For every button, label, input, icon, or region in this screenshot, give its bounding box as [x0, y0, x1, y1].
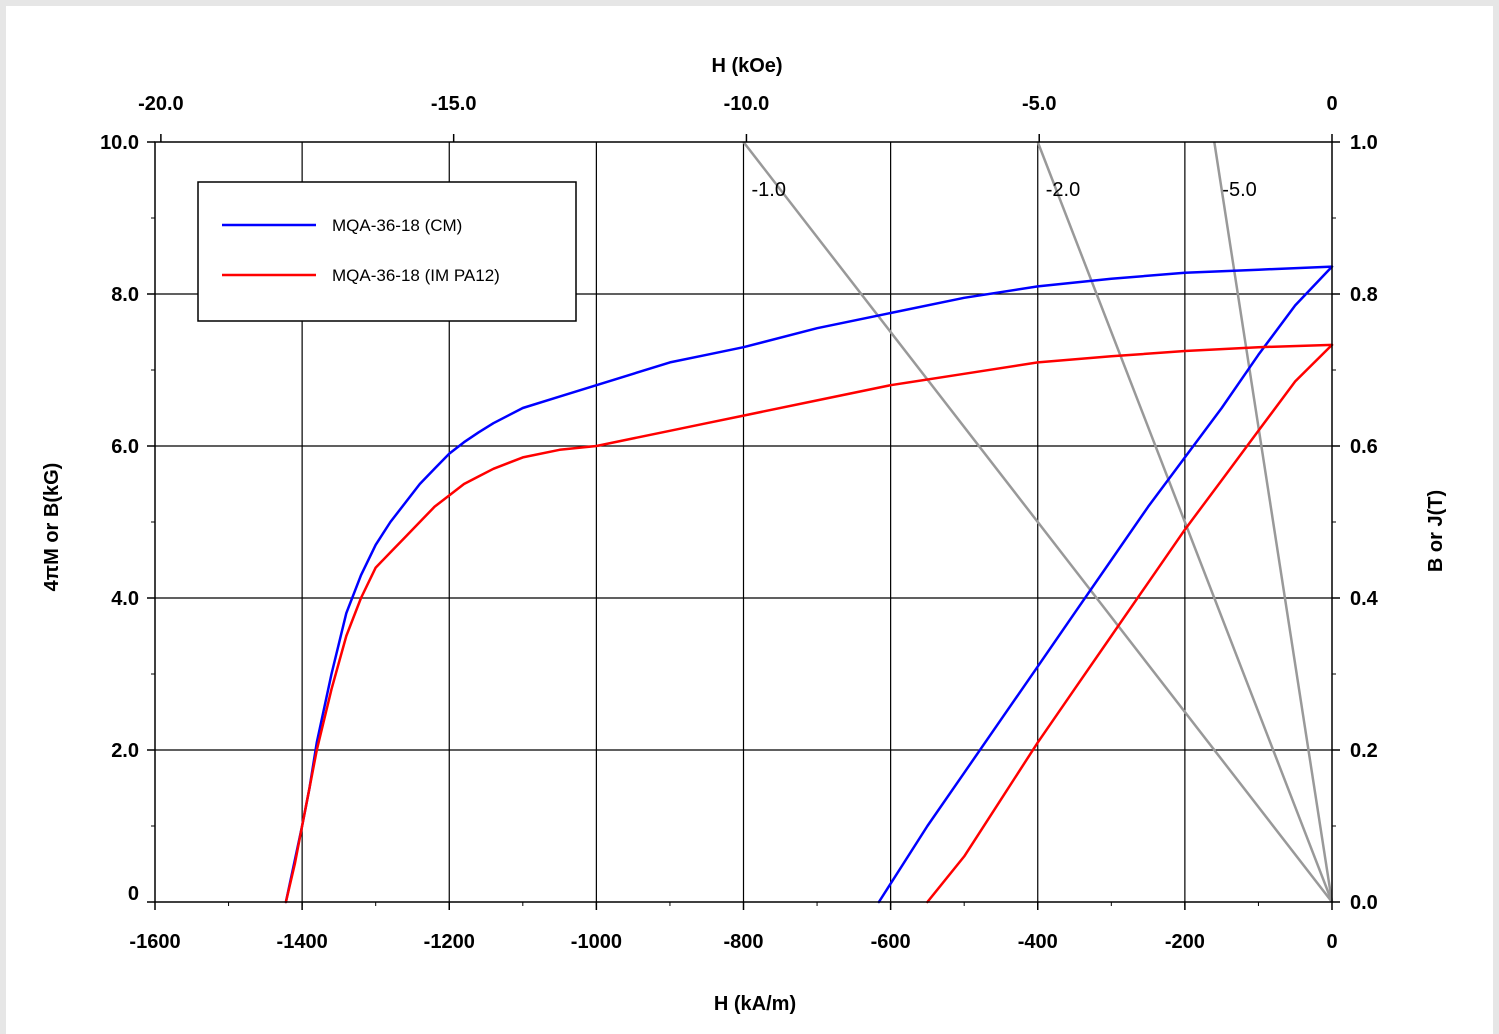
- y-left-tick-label: 6.0: [111, 436, 139, 458]
- top-tick-label: -15.0: [431, 93, 477, 115]
- y-right-tick-label: 0.2: [1350, 740, 1378, 762]
- x-tick-label: -1400: [277, 931, 328, 953]
- y-left-tick-label: 8.0: [111, 284, 139, 306]
- y-left-tick-label: 4.0: [111, 588, 139, 610]
- chart-frame: -1.0 -2.0 -5.0 -1600 -1400 -1200 -1000 -800 -60…: [6, 6, 1493, 1034]
- load-line-label: -2.0: [1046, 179, 1080, 201]
- load-line-label: -1.0: [752, 179, 786, 201]
- top-tick-label: -10.0: [724, 93, 770, 115]
- right-axis-title: B or J(T): [1425, 490, 1447, 572]
- series: [284, 265, 1334, 904]
- legend-label-im: MQA-36-18 (IM PA12): [332, 266, 500, 285]
- series-line: [284, 265, 1334, 904]
- series-line: [877, 265, 1334, 904]
- x-tick-label: -400: [1018, 931, 1058, 953]
- load-line: [1036, 141, 1334, 903]
- top-tick-label: 0: [1326, 93, 1337, 115]
- y-right-tick-label: 1.0: [1350, 132, 1378, 154]
- x-tick-label: -1000: [571, 931, 622, 953]
- x-tick-label: -1200: [424, 931, 475, 953]
- left-axis-title: 4πM or B(kG): [41, 463, 63, 592]
- y-right-tick-label: 0.8: [1350, 284, 1378, 306]
- x-tick-label: -200: [1165, 931, 1205, 953]
- load-line: [742, 141, 1333, 903]
- load-line: [1213, 141, 1334, 903]
- series-line: [284, 343, 1334, 904]
- series-line: [926, 343, 1334, 904]
- y-left-tick-label: 0: [128, 883, 139, 905]
- top-tick-label: -5.0: [1022, 93, 1056, 115]
- y-right-tick-label: 0.0: [1350, 892, 1378, 914]
- x-tick-label: -1600: [129, 931, 180, 953]
- top-axis-title: H (kOe): [711, 55, 782, 77]
- legend-label-cm: MQA-36-18 (CM): [332, 216, 462, 235]
- bottom-axis-title: H (kA/m): [714, 993, 796, 1015]
- load-line-label: -5.0: [1222, 179, 1256, 201]
- plot-border: [154, 141, 1333, 903]
- y-right-tick-label: 0.6: [1350, 436, 1378, 458]
- legend: MQA-36-18 (CM) MQA-36-18 (IM PA12): [197, 181, 577, 322]
- x-tick-label: 0: [1326, 931, 1337, 953]
- load-lines: -1.0 -2.0 -5.0: [742, 141, 1334, 903]
- y-left-tick-label: 2.0: [111, 740, 139, 762]
- axes: -1600 -1400 -1200 -1000 -800 -600 -400 -200 0 0 0.…: [100, 93, 1379, 953]
- y-left-tick-label: 10.0: [100, 132, 139, 154]
- top-tick-label: -20.0: [138, 93, 184, 115]
- x-tick-label: -800: [723, 931, 763, 953]
- bh-curve-chart: -1.0 -2.0 -5.0 -1600 -1400 -1200 -1000 -800 -60…: [41, 55, 1447, 1015]
- y-right-tick-label: 0.4: [1350, 588, 1379, 610]
- x-tick-label: -600: [871, 931, 911, 953]
- legend-box: [197, 181, 577, 322]
